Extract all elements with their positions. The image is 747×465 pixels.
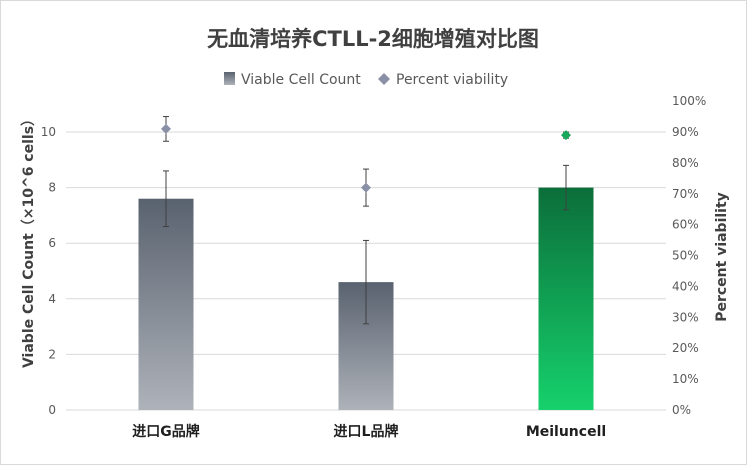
y-axis-title: Viable Cell Count（×10^6 cells） — [21, 112, 37, 368]
y-tick-label: 6 — [48, 236, 56, 250]
bar-error-bar — [363, 239, 369, 325]
y2-tick-label: 40% — [672, 279, 699, 293]
marker-error-bars — [163, 116, 569, 207]
legend-label-marker: Percent viability — [396, 72, 508, 88]
y-tick-label: 10 — [41, 125, 56, 139]
y-tick-label: 2 — [48, 347, 56, 361]
marker — [361, 182, 371, 193]
y2-tick-label: 70% — [672, 187, 699, 201]
bar — [538, 187, 594, 410]
legend-label-bar: Viable Cell Count — [241, 72, 361, 88]
y2-tick-label: 100% — [672, 94, 706, 108]
category-label: 进口L品牌 — [334, 423, 399, 440]
y2-tick-label: 50% — [672, 249, 699, 263]
y2-tick-label: 60% — [672, 218, 699, 232]
bar — [138, 198, 194, 410]
y-axis-ticks: 0 2 4 6 8 10 — [41, 125, 56, 417]
y2-tick-label: 30% — [672, 310, 699, 324]
bar-error-bar — [163, 170, 169, 228]
y-tick-label: 8 — [48, 181, 56, 195]
y2-tick-label: 10% — [672, 372, 699, 386]
y2-tick-label: 90% — [672, 125, 699, 139]
category-labels: 进口G品牌 进口L品牌 Meiluncell — [132, 423, 606, 440]
bar-error-bars — [163, 164, 569, 325]
marker — [561, 130, 571, 141]
y2-tick-label: 0% — [672, 403, 691, 417]
marker — [161, 123, 171, 134]
legend-swatch-marker — [378, 73, 390, 85]
chart-title: 无血清培养CTLL-2细胞增殖对比图 — [207, 27, 539, 51]
y2-axis-ticks: 0% 10% 20% 30% 40% 50% 60% 70% 80% 90% 100% — [672, 94, 706, 417]
legend: Viable Cell Count Percent viability — [224, 72, 508, 88]
markers — [161, 123, 571, 193]
y2-tick-label: 20% — [672, 341, 699, 355]
y2-tick-label: 80% — [672, 156, 699, 170]
y-tick-label: 0 — [48, 403, 56, 417]
bars — [138, 187, 594, 410]
category-label: Meiluncell — [526, 424, 606, 440]
category-label: 进口G品牌 — [132, 423, 200, 440]
y2-axis-title: Percent viability — [714, 192, 730, 322]
y-tick-label: 4 — [48, 292, 56, 306]
bar-error-bar — [563, 164, 569, 211]
legend-swatch-bar — [224, 72, 235, 85]
